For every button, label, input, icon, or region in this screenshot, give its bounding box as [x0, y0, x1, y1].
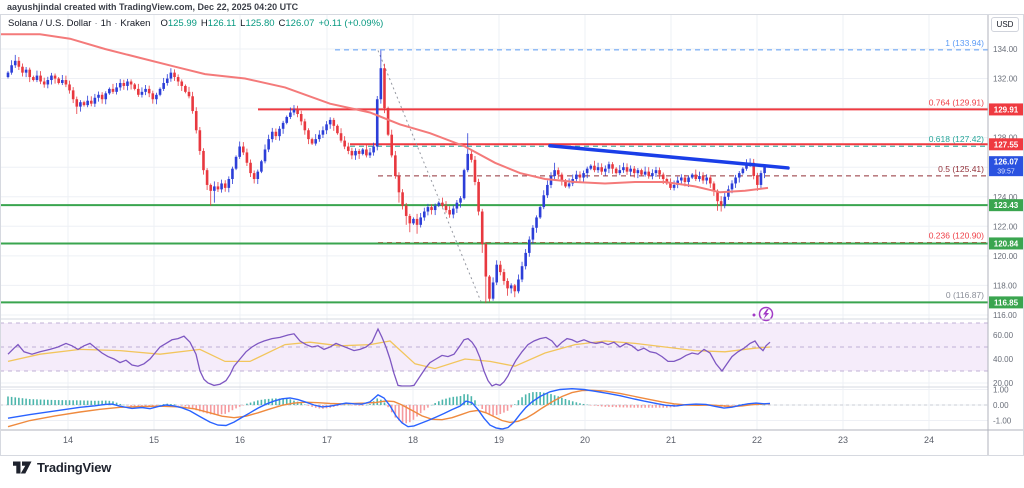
svg-text:116.85: 116.85	[994, 298, 1019, 307]
svg-text:20: 20	[580, 435, 590, 445]
svg-text:126.07: 126.07	[994, 158, 1019, 167]
svg-text:40.00: 40.00	[993, 355, 1014, 364]
svg-text:1.00: 1.00	[993, 386, 1009, 395]
price-badge[interactable]	[989, 138, 1023, 151]
svg-text:20.00: 20.00	[993, 379, 1014, 388]
svg-text:0 (116.87): 0 (116.87)	[946, 290, 984, 300]
ohlc-high-value: 126.11	[207, 18, 237, 29]
svg-text:24: 24	[924, 435, 934, 445]
price-scale-labels: 134.00 132.00 128.00 124.00 122.00 120.00 118.…	[993, 45, 1018, 426]
price-badge[interactable]	[989, 296, 1023, 309]
price-badge[interactable]	[989, 103, 1023, 116]
svg-text:120.00: 120.00	[993, 252, 1018, 261]
rsi-ma-line	[7, 340, 771, 370]
svg-text:60.00: 60.00	[993, 331, 1014, 340]
change-value: +0.11 (+0.09%)	[318, 18, 384, 29]
rsi-line	[7, 327, 771, 387]
ohlc-low-value: 125.80	[245, 18, 275, 29]
tradingview-logo-icon	[13, 461, 32, 474]
svg-text:23: 23	[838, 435, 848, 445]
svg-text:122.00: 122.00	[993, 222, 1018, 231]
symbol-exchange[interactable]: Kraken	[120, 18, 151, 29]
price-badge[interactable]	[989, 199, 1023, 212]
svg-text:0.236 (120.90): 0.236 (120.90)	[929, 231, 984, 241]
macd-line	[7, 387, 771, 430]
fib-baseline	[377, 50, 482, 302]
ohlc-close-label: C	[278, 18, 286, 29]
svg-text:14: 14	[63, 435, 73, 445]
svg-text:15: 15	[149, 435, 159, 445]
svg-text:118.00: 118.00	[993, 281, 1017, 290]
ohlc-close-value: 126.07	[285, 18, 315, 29]
price-badges: 129.91 127.55 123.43 120.84 116.85 126.07 39:5…	[989, 103, 1023, 309]
svg-text:124.00: 124.00	[993, 193, 1018, 202]
tradingview-logo-text: TradingView	[37, 460, 112, 475]
svg-text:17: 17	[322, 435, 332, 445]
ohlc-low-label: L	[240, 18, 246, 29]
separator-dot: ·	[94, 18, 98, 29]
rsi-band	[0, 322, 988, 372]
svg-text:120.84: 120.84	[994, 239, 1019, 248]
trendline	[548, 144, 790, 170]
svg-text:0.618 (127.42): 0.618 (127.42)	[929, 134, 984, 144]
svg-text:-1.00: -1.00	[993, 417, 1012, 426]
svg-text:21: 21	[666, 435, 676, 445]
svg-text:116.00: 116.00	[993, 311, 1017, 320]
symbol-title[interactable]: Solana / U.S. Dollar	[8, 18, 92, 29]
ohlc-high-label: H	[200, 18, 208, 29]
symbol-info-row[interactable]: Solana / U.S. Dollar · 1h · Kraken O125.99 H12…	[8, 18, 383, 29]
candles-layer	[6, 50, 766, 304]
svg-text:19: 19	[494, 435, 504, 445]
svg-text:0.764 (129.91): 0.764 (129.91)	[929, 97, 984, 107]
svg-text:129.91: 129.91	[994, 105, 1019, 114]
svg-text:127.55: 127.55	[994, 140, 1019, 149]
svg-text:132.00: 132.00	[993, 75, 1018, 84]
svg-text:0.5 (125.41): 0.5 (125.41)	[938, 164, 984, 174]
time-axis-labels: 14 15 16 17 18 19 20 21 22 23 24	[63, 435, 934, 445]
current-price-badge[interactable]	[989, 156, 1023, 177]
price-ma-line	[0, 33, 769, 194]
ohlc-open-value: 125.99	[167, 18, 197, 29]
svg-text:22: 22	[752, 435, 762, 445]
svg-text:1 (133.94): 1 (133.94)	[945, 38, 984, 48]
svg-text:16: 16	[235, 435, 245, 445]
svg-text:123.43: 123.43	[994, 201, 1019, 210]
ohlc-open-label: O	[160, 18, 168, 29]
svg-text:128.00: 128.00	[993, 134, 1018, 143]
currency-toggle-button[interactable]: USD	[991, 17, 1019, 32]
price-badge[interactable]	[989, 237, 1023, 250]
watermark-text: aayushjindal created with TradingView.co…	[7, 2, 299, 12]
symbol-interval[interactable]: 1h	[100, 18, 112, 29]
frame-lines	[0, 14, 1024, 456]
svg-text:0.00: 0.00	[993, 401, 1009, 410]
price-rays	[0, 108, 988, 304]
fib-labels: 1 (133.94) 0.764 (129.91) 0.618 (127.42) 0.…	[929, 38, 984, 300]
svg-text:134.00: 134.00	[993, 45, 1018, 54]
svg-text:39:57: 39:57	[997, 169, 1015, 176]
zap-annotation	[752, 306, 774, 322]
svg-text:18: 18	[408, 435, 418, 445]
macd-signal-line	[7, 389, 771, 428]
tradingview-logo[interactable]: TradingView	[13, 460, 111, 475]
separator-dot: ·	[114, 18, 118, 29]
